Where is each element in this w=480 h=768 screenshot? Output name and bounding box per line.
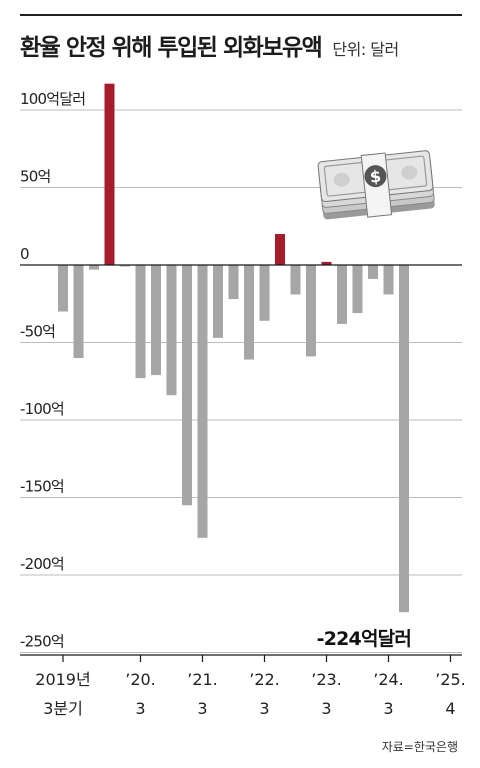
bar — [321, 261, 332, 265]
y-tick-label: -200억 — [20, 555, 64, 573]
x-tick-label: 3 — [135, 699, 145, 718]
y-tick-label: 100억달러 — [20, 90, 85, 108]
bar — [213, 265, 223, 338]
y-tick-label: -100억 — [20, 400, 64, 418]
chart-header: 환율 안정 위해 투입된 외화보유액 단위: 달러 — [20, 28, 399, 62]
y-tick-label: 50억 — [20, 168, 51, 186]
bar — [58, 265, 68, 312]
bar — [244, 265, 254, 360]
bar — [120, 265, 130, 267]
x-tick-label: 3 — [259, 699, 269, 718]
x-tick-label: ’20. — [125, 670, 156, 689]
bar — [73, 265, 84, 358]
bar — [104, 83, 115, 266]
bar — [135, 265, 146, 379]
x-tick-label: 3 — [321, 699, 331, 718]
bar — [290, 265, 301, 295]
bar — [151, 265, 161, 376]
bar — [228, 265, 239, 300]
x-tick-label: 4 — [445, 699, 455, 718]
svg-text:$: $ — [369, 167, 382, 187]
bar — [89, 265, 99, 270]
x-tick-label: 2019년 — [35, 670, 90, 689]
bar — [166, 265, 177, 396]
bar — [368, 265, 378, 279]
y-tick-label: -150억 — [20, 478, 64, 496]
source-note: 자료=한국은행 — [381, 740, 458, 754]
x-tick-label: ’25. — [435, 670, 466, 689]
bar — [259, 265, 270, 321]
bar — [197, 265, 208, 538]
bar — [306, 265, 316, 357]
x-tick-label: 3 — [383, 699, 393, 718]
top-rule — [20, 14, 462, 16]
x-tick-label: ’22. — [249, 670, 280, 689]
bar — [275, 234, 285, 265]
unit-label: 단위: 달러 — [332, 40, 399, 59]
bar — [399, 265, 409, 613]
chart-title: 환율 안정 위해 투입된 외화보유액 — [20, 35, 323, 61]
data-label-annotation: -224억달러 — [317, 628, 411, 650]
x-tick-label: ’24. — [373, 670, 404, 689]
bar — [352, 265, 363, 314]
y-tick-label: -50억 — [20, 323, 55, 341]
x-tick-label: 3분기 — [43, 699, 83, 718]
bar — [182, 265, 192, 506]
bar — [383, 265, 394, 295]
bar — [337, 265, 347, 324]
dollar-bills-stack-icon: $ — [312, 136, 442, 230]
x-tick-label: ’21. — [187, 670, 218, 689]
x-tick-label: 3 — [197, 699, 207, 718]
x-tick-label: ’23. — [311, 670, 342, 689]
y-tick-label: -250억 — [20, 633, 64, 651]
y-tick-label: 0 — [20, 245, 29, 263]
